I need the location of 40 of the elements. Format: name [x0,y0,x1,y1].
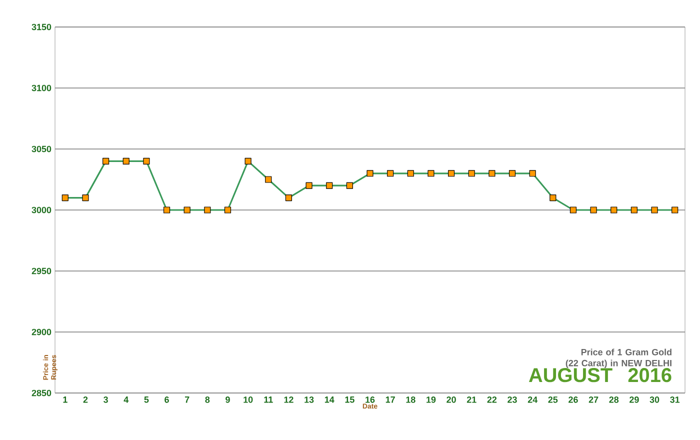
x-tick-label: 15 [345,396,354,403]
x-tick-label: 22 [487,396,497,403]
y-tick-label: 3100 [32,84,52,92]
x-tick-label: 24 [528,396,538,403]
text: AUGUST 2016 [528,368,672,382]
x-tick-label: 13 [304,396,314,403]
x-tick-label: 9 [226,396,230,403]
x-tick-label: 25 [548,396,558,403]
x-tick-label: 26 [568,396,578,403]
x-tick-label: 18 [406,396,416,403]
x-tick-label: 3 [104,396,108,403]
x-tick-label: 8 [205,396,210,403]
x-tick-label: 4 [124,396,129,403]
x-tick-label: 31 [670,396,680,403]
x-tick-label: 1 [63,396,68,403]
x-tick-label: 29 [630,396,639,403]
x-tick-label: 12 [284,396,294,403]
x-tick-label: 10 [244,396,253,403]
x-tick-label: 2 [83,396,88,403]
x-tick-label: 7 [184,396,190,403]
x-tick-label: 6 [164,396,169,403]
y-tick-label: 3050 [32,146,52,152]
y-tick-label: 2950 [32,268,52,274]
x-tick-label: 23 [508,396,517,403]
x-tick-label: 14 [324,396,334,403]
x-tick-label: 16 [366,396,375,403]
x-tick-label: 17 [386,396,395,403]
y-tick-label: 2900 [32,328,52,336]
x-tick-label: 28 [609,396,619,403]
y-tick-label: 3000 [32,206,52,214]
x-tick-label: 27 [588,396,598,403]
x-tick-label: 21 [466,396,476,403]
x-tick-label: 11 [264,396,273,403]
text: Price of 1 Gram Gold (22 Carat) in NEW DELHI [566,348,672,368]
x-tick-label: 20 [446,396,456,403]
x-tick-label: 19 [426,396,436,403]
x-tick-label: 30 [650,396,660,403]
x-tick-label: 5 [144,396,149,403]
y-tick-label: 3150 [32,24,52,30]
y-tick-label: 2850 [32,390,52,396]
